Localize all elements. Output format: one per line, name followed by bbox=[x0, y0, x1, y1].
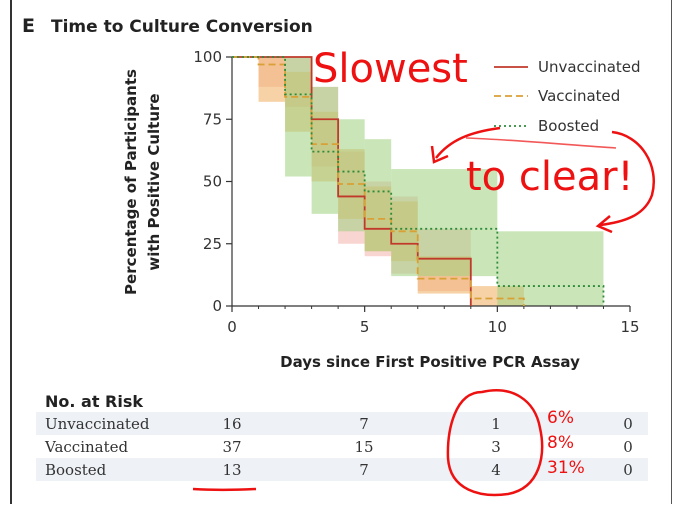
chart-title: Time to Culture Conversion bbox=[51, 17, 313, 37]
risk-value: 13 bbox=[222, 461, 241, 479]
risk-row-label-vaccinated: Vaccinated bbox=[44, 438, 129, 456]
y-tick-label-25: 25 bbox=[203, 235, 222, 253]
risk-annotation-unvaccinated: 6% bbox=[547, 408, 574, 428]
ci-band-boosted-3 bbox=[364, 139, 392, 252]
y-tick-label-0: 0 bbox=[212, 297, 222, 315]
risk-row-band bbox=[36, 458, 648, 481]
risk-row-label-unvaccinated: Unvaccinated bbox=[45, 415, 150, 433]
survival-curves bbox=[232, 56, 605, 306]
x-tick-label-0: 0 bbox=[227, 318, 237, 336]
risk-row-label-boosted: Boosted bbox=[45, 461, 107, 479]
annotation-circle bbox=[446, 389, 544, 497]
risk-value: 4 bbox=[491, 461, 501, 479]
risk-value: 7 bbox=[359, 415, 369, 433]
annotation-underline bbox=[465, 137, 617, 149]
curve-boosted bbox=[232, 56, 605, 306]
risk-value: 0 bbox=[623, 461, 633, 479]
panel-letter: E bbox=[22, 15, 35, 37]
annotation-to-clear: to clear! bbox=[466, 154, 634, 200]
x-tick-label-5: 5 bbox=[360, 318, 370, 336]
annotation-slowest: Slowest bbox=[313, 46, 468, 92]
risk-table-title: No. at Risk bbox=[45, 392, 143, 411]
legend: Unvaccinated Vaccinated Boosted bbox=[494, 58, 641, 135]
y-tick-label-75: 75 bbox=[203, 110, 222, 128]
risk-annotation-vaccinated: 8% bbox=[547, 433, 574, 453]
risk-value: 37 bbox=[222, 438, 241, 456]
figure-frame bbox=[10, 0, 672, 504]
x-tick-label-10: 10 bbox=[488, 318, 507, 336]
annotation-arrowhead-right bbox=[595, 215, 613, 234]
x-axis-label: Days since First Positive PCR Assay bbox=[280, 353, 580, 371]
x-tick-label-15: 15 bbox=[620, 318, 639, 336]
annotation-underline-boosted bbox=[192, 487, 257, 491]
ci-band-boosted-0 bbox=[285, 57, 312, 177]
risk-value: 3 bbox=[491, 438, 501, 456]
risk-row-band bbox=[36, 412, 648, 435]
risk-value: 15 bbox=[354, 438, 373, 456]
ci-band-boosted-2 bbox=[338, 119, 365, 232]
risk-table: Unvaccinated 16 7 1 0 6% Vaccinated 37 15 3 0 8% Boo… bbox=[36, 408, 648, 481]
legend-label-boosted: Boosted bbox=[538, 117, 599, 135]
axes: 0 25 50 75 100 0 5 10 15 bbox=[193, 48, 639, 336]
y-axis-label-line-1: Percentage of Participants bbox=[122, 69, 140, 295]
risk-annotation-boosted: 31% bbox=[547, 458, 585, 478]
risk-value: 0 bbox=[623, 415, 633, 433]
risk-value: 16 bbox=[222, 415, 241, 433]
risk-value: 0 bbox=[623, 438, 633, 456]
risk-value: 1 bbox=[491, 415, 501, 433]
risk-value: 7 bbox=[359, 461, 369, 479]
annotation-arrow-left bbox=[435, 126, 501, 159]
ci-band-boosted-5 bbox=[497, 231, 604, 306]
annotation-arrow-right bbox=[599, 130, 655, 227]
y-axis-label-line-2: with Positive Culture bbox=[145, 93, 163, 270]
ci-band-boosted-1 bbox=[311, 86, 339, 214]
y-tick-label-100: 100 bbox=[193, 48, 222, 66]
annotation-arrowhead-left bbox=[430, 145, 449, 164]
legend-label-vaccinated: Vaccinated bbox=[538, 87, 620, 105]
y-tick-label-50: 50 bbox=[203, 173, 222, 191]
legend-label-unvaccinated: Unvaccinated bbox=[538, 58, 641, 76]
